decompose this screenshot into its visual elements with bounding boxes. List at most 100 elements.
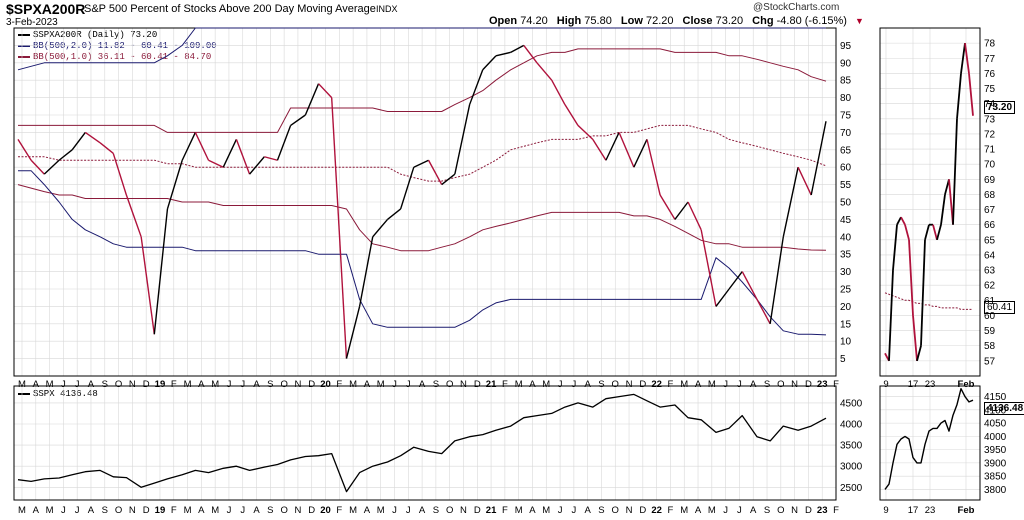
x-tick-label: J [61,505,66,516]
price-segment [646,139,661,196]
x-tick-label: A [198,379,205,390]
x-tick-label: J [723,379,728,390]
zoom-price-segment [896,216,902,226]
price-segment [208,159,224,168]
price-segment [564,104,579,126]
y-tick-label: 67 [984,205,996,216]
zoom-price-segment [888,270,894,361]
y-tick-label: 61 [984,296,996,307]
x-tick-label: N [460,505,467,516]
legend-swatch [18,33,30,36]
zoom-price-segment [936,224,942,241]
x-tick-label: D [143,379,150,390]
x-tick-label: M [377,505,385,516]
x-tick-label: F [336,379,342,390]
price-segment [166,160,183,210]
open-label: Open [489,15,518,27]
close-label: Close [682,15,713,27]
down-caret-icon: ▼ [854,16,864,26]
price-segment [413,159,429,168]
x-tick-label: J [392,379,397,390]
x-tick-label: A [529,379,536,390]
price-segment [756,299,771,325]
x-tick-label: F [833,505,839,516]
zoom-price-segment [932,224,938,241]
price-segment [797,166,812,196]
price-segment [153,208,169,335]
x-tick-label: M [211,379,219,390]
chart-symbol: $SPXA200R [6,1,86,17]
zoom-lower-panel-frame [879,385,981,501]
price-segment [618,132,635,168]
y-tick-label: 72 [984,129,996,140]
x-tick-label: S [764,379,770,390]
x-tick-label: 20 [320,379,331,390]
y-tick-label: 35 [840,250,852,261]
price-segment [345,306,361,359]
x-tick-label: A [695,505,702,516]
zoom-price-segment [952,118,958,225]
price-segment [551,79,566,105]
price-segment [140,236,156,335]
close-value: 73.20 [715,15,744,27]
x-tick-label: M [377,379,385,390]
series-layer [17,27,974,493]
x-tick-label: M [18,505,26,516]
zoom-price-segment [908,239,914,316]
price-segment [387,208,402,220]
x-tick-label: 19 [155,505,166,516]
y-tick-label: 68 [984,190,996,201]
price-segment [468,69,484,105]
x-tick-label: M [18,379,26,390]
x-tick-label: F [833,379,839,390]
price-segment [17,138,32,161]
zoom-x-tick-label: Feb [958,505,975,516]
x-tick-label: M [708,379,716,390]
x-tick-label: F [668,379,674,390]
y-tick-label: 3850 [984,472,1007,483]
y-tick-label: 4050 [984,419,1007,430]
x-tick-label: O [446,505,453,516]
x-tick-label: N [294,379,301,390]
price-segment [769,236,784,324]
spx-line [17,393,827,493]
y-tick-label: 63 [984,266,996,277]
x-tick-label: 23 [817,505,828,516]
price-segment [427,159,443,185]
legend-bb1-label: BB(500,1.0) 36.11 - 60.41 - 84.70 [33,52,212,62]
zoom-bb-middle-line [884,292,974,310]
x-tick-label: J [406,505,411,516]
y-tick-label: 75 [840,111,852,122]
price-segment [372,218,389,238]
x-tick-label: S [598,505,604,516]
x-tick-label: M [349,505,357,516]
x-tick-label: M [349,379,357,390]
zoom-x-tick-label: 23 [925,379,936,390]
zoom-price-segment [964,43,970,74]
y-tick-label: 76 [984,69,996,80]
bb2-upper-line [17,27,826,71]
price-segment [358,236,374,307]
zoom-x-tick-label: 9 [883,505,888,516]
y-tick-label: 62 [984,281,996,292]
y-tick-label: 77 [984,54,996,65]
zoom-price-segment [960,43,966,74]
x-tick-label: 22 [651,379,662,390]
legend-spx-label: $SPX 4136.48 [33,389,98,399]
x-tick-label: J [75,379,80,390]
x-tick-label: A [364,379,371,390]
zoom-x-tick-label: 17 [908,379,919,390]
y-tick-label: 95 [840,41,852,52]
last-value-midband: 60.41 [984,301,1016,314]
y-tick-label: 90 [840,58,852,69]
price-segment [84,131,101,144]
x-tick-label: D [474,505,481,516]
x-tick-label: F [171,505,177,516]
y-tick-label: 64 [984,250,996,261]
x-tick-label: 21 [486,505,497,516]
x-tick-label: D [805,505,812,516]
price-segment [112,153,128,196]
open-value: 74.20 [520,15,548,27]
x-tick-label: D [143,505,150,516]
high-label: High [556,15,582,27]
